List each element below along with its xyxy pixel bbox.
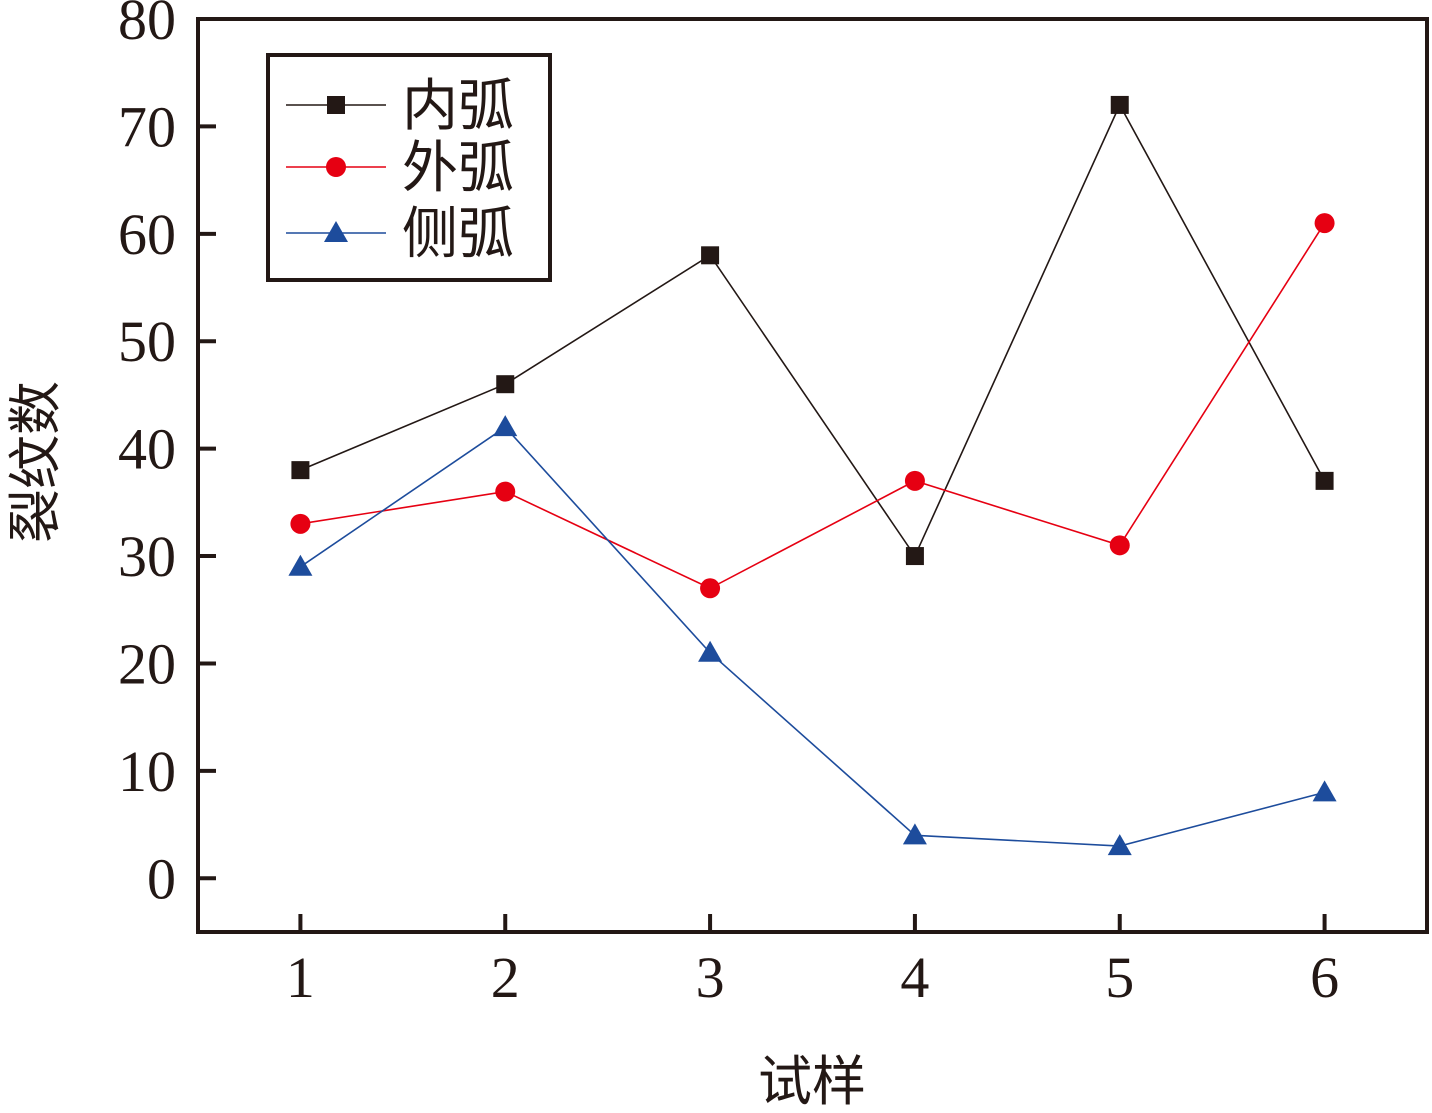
x-tick-label: 5 [1105,945,1134,1010]
data-point-series-1 [701,246,720,265]
y-axis-ticks: 0 10 20 30 40 50 60 70 80 [118,0,216,911]
y-tick-label: 60 [118,202,176,267]
legend-label-1: 内弧 [402,74,514,139]
x-tick-label: 1 [286,945,315,1010]
x-tick-label: 4 [900,945,929,1010]
y-tick-label: 50 [118,309,176,374]
data-point-series-2 [1109,535,1130,556]
data-point-series-1 [496,375,515,394]
legend-label-3: 侧弧 [402,202,514,267]
data-point-series-3 [1312,780,1337,802]
data-point-series-1 [905,547,924,566]
legend-marker-1 [327,96,345,114]
data-point-series-2 [700,578,721,599]
data-point-series-1 [1110,95,1129,114]
data-point-series-3 [493,415,518,437]
x-tick-label: 2 [491,945,520,1010]
data-point-series-2 [290,513,311,534]
y-tick-label: 30 [118,524,176,589]
data-point-series-1 [1315,471,1334,490]
plot-frame [196,17,1429,934]
series-line-1 [300,103,1326,558]
x-tick-label: 3 [696,945,725,1010]
y-tick-label: 80 [118,0,176,52]
x-axis-title: 试样 [758,1050,866,1113]
y-tick-label: 0 [147,846,176,911]
x-tick-label: 6 [1310,945,1339,1010]
data-point-series-3 [698,640,723,662]
legend-marker-3 [324,221,348,242]
legend-label-2: 外弧 [402,136,514,201]
y-axis-title: 裂纹数 [4,381,67,543]
series-line-2 [300,222,1326,590]
y-tick-label: 70 [118,94,176,159]
series-line-3 [299,426,1325,847]
data-point-series-2 [1314,213,1335,234]
data-point-series-3 [288,554,313,576]
y-tick-label: 20 [118,631,176,696]
legend-marker-2 [326,157,346,177]
data-point-series-3 [1107,834,1132,856]
data-point-series-2 [495,481,516,502]
data-point-series-3 [902,823,927,845]
data-point-series-2 [904,470,925,491]
x-axis-ticks: 1 2 3 4 5 6 [286,914,1339,1010]
y-tick-label: 10 [118,739,176,804]
series-layer [288,95,1337,856]
data-point-series-1 [291,461,310,480]
y-tick-label: 40 [118,417,176,482]
